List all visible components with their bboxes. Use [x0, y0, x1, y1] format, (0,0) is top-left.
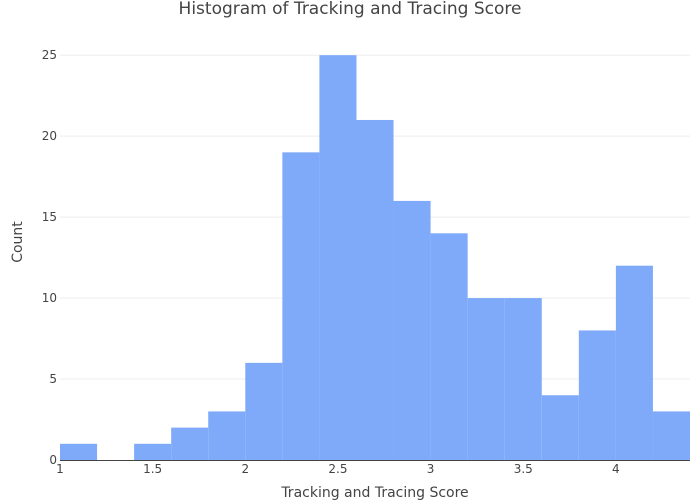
- y-tick-labels: 0 5 10 15 20 25: [42, 48, 57, 467]
- histogram-bar: [615, 265, 653, 460]
- x-tick-labels: 1 1.5 2 2.5 3 3.5 4: [56, 462, 620, 476]
- histogram-bar: [541, 395, 579, 460]
- histogram-bar: [319, 55, 357, 460]
- y-tick-label: 5: [49, 372, 57, 386]
- x-tick-label: 2: [241, 462, 249, 476]
- histogram-bar: [578, 330, 616, 460]
- y-tick-label: 10: [42, 291, 57, 305]
- histogram-bar: [60, 443, 98, 460]
- x-tick-label: 2.5: [328, 462, 347, 476]
- histogram-bar: [245, 362, 283, 460]
- y-tick-label: 20: [42, 129, 57, 143]
- histogram-bar: [171, 427, 209, 460]
- x-tick-label: 3.5: [514, 462, 533, 476]
- chart-title: Histogram of Tracking and Tracing Score: [179, 0, 522, 19]
- bars: [60, 55, 690, 460]
- y-axis-title: Count: [10, 221, 26, 263]
- y-tick-label: 15: [42, 210, 57, 224]
- x-tick-label: 1: [56, 462, 64, 476]
- histogram-bar: [356, 119, 394, 460]
- x-tick-label: 4: [612, 462, 620, 476]
- x-tick-label: 3: [427, 462, 435, 476]
- x-tick-label: 1.5: [143, 462, 162, 476]
- histogram-bar: [208, 411, 246, 460]
- histogram-bar: [430, 233, 468, 460]
- histogram-bar: [504, 298, 542, 460]
- histogram-bar: [467, 298, 505, 460]
- x-axis-title: Tracking and Tracing Score: [280, 485, 468, 500]
- histogram-bar: [393, 200, 431, 460]
- histogram-bar: [652, 411, 690, 460]
- y-tick-label: 25: [42, 48, 57, 62]
- y-tick-label: 0: [49, 453, 57, 467]
- histogram-bar: [282, 152, 320, 460]
- histogram-bar: [134, 443, 172, 460]
